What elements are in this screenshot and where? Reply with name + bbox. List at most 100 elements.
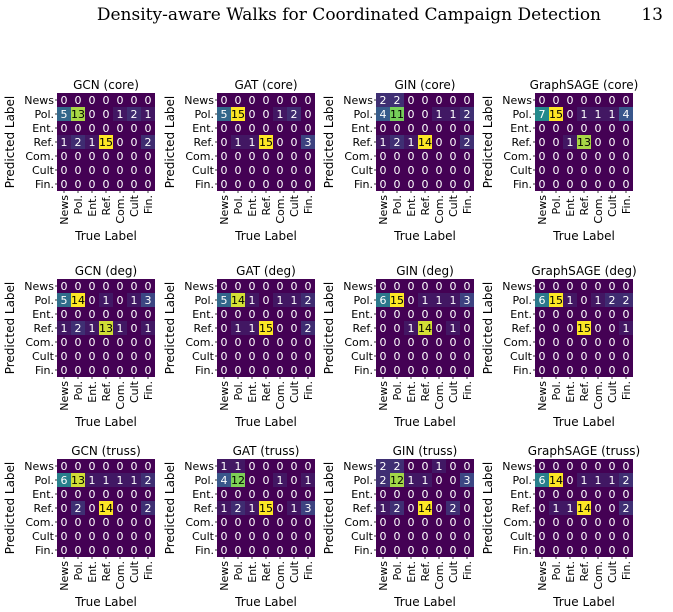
cell-value: 13	[71, 474, 85, 487]
matrix-cell	[71, 349, 85, 363]
matrix-cell	[141, 529, 155, 543]
cell-value: 0	[89, 336, 96, 349]
x-tick-label: Com.	[592, 381, 605, 410]
matrix-cell	[563, 293, 577, 307]
matrix-cell	[85, 279, 99, 293]
matrix-cell	[432, 363, 446, 377]
cell-value: 0	[221, 308, 228, 321]
panel-title: GraphSAGE (truss)	[528, 444, 640, 458]
matrix-cell	[113, 293, 127, 307]
matrix-cell	[563, 93, 577, 107]
matrix-cell	[549, 321, 563, 335]
matrix-cell	[141, 149, 155, 163]
matrix-cell	[231, 177, 245, 191]
y-tick-label: Cult	[351, 530, 374, 543]
cell-value: 1	[61, 322, 68, 335]
matrix-cell	[71, 515, 85, 529]
matrix-cell	[563, 459, 577, 473]
cell-value: 0	[623, 460, 630, 473]
cell-value: 0	[567, 364, 574, 377]
cell-value: 15	[390, 294, 404, 307]
x-tick-label: Cult	[128, 560, 141, 583]
cell-value: 0	[394, 516, 401, 529]
matrix-cell	[217, 279, 231, 293]
matrix-cell	[259, 307, 273, 321]
cell-value: 0	[277, 364, 284, 377]
y-tick-label: Cult	[510, 164, 533, 177]
matrix-cell	[535, 93, 549, 107]
matrix-cell	[549, 335, 563, 349]
cell-value: 0	[581, 336, 588, 349]
x-tick-label: Fin.	[620, 561, 633, 580]
y-tick-label: Ent.	[192, 308, 214, 321]
matrix-cell	[245, 349, 259, 363]
y-tick-label: Cult	[351, 350, 374, 363]
cell-value: 1	[89, 322, 96, 335]
matrix-cell	[113, 307, 127, 321]
matrix-cell	[245, 121, 259, 135]
y-tick-label: Pol.	[353, 108, 373, 121]
matrix-cell	[113, 363, 127, 377]
y-tick-label: News	[24, 94, 54, 107]
x-axis-label: True Label	[393, 229, 456, 243]
cell-value: 0	[581, 364, 588, 377]
x-tick-label: Ref.	[419, 561, 432, 582]
cell-value: 0	[117, 94, 124, 107]
matrix-cell	[99, 149, 113, 163]
cell-value: 0	[553, 280, 560, 293]
matrix-cell	[127, 529, 141, 543]
matrix-cell	[390, 335, 404, 349]
matrix-cell	[563, 321, 577, 335]
y-tick-label: Fin.	[513, 178, 532, 191]
matrix-cell	[376, 149, 390, 163]
cell-value: 0	[581, 164, 588, 177]
cell-value: 0	[595, 350, 602, 363]
matrix-cell	[245, 335, 259, 349]
cell-value: 0	[75, 488, 82, 501]
matrix-cell	[127, 543, 141, 557]
cell-value: 0	[567, 280, 574, 293]
cell-value: 0	[394, 336, 401, 349]
y-tick-label: Cult	[32, 164, 55, 177]
cell-value: 1	[422, 294, 429, 307]
matrix-cell	[404, 163, 418, 177]
cell-value: 0	[249, 530, 256, 543]
y-tick-label: Ent.	[351, 122, 373, 135]
matrix-cell	[71, 459, 85, 473]
x-axis-label: True Label	[74, 229, 137, 243]
matrix-cell	[432, 279, 446, 293]
cell-value: 6	[61, 474, 68, 487]
matrix-cell	[57, 163, 71, 177]
matrix-cell	[418, 307, 432, 321]
matrix-cell	[141, 515, 155, 529]
matrix-cell	[85, 163, 99, 177]
matrix-cell	[549, 107, 563, 121]
cell-value: 0	[89, 308, 96, 321]
matrix-cell	[245, 293, 259, 307]
cell-value: 1	[408, 474, 415, 487]
cell-value: 0	[131, 488, 138, 501]
matrix-cell	[563, 149, 577, 163]
panel-title: GraphSAGE (core)	[530, 78, 639, 92]
matrix-cell	[57, 149, 71, 163]
cell-value: 0	[249, 150, 256, 163]
x-tick-label: Fin.	[302, 561, 315, 580]
cell-value: 0	[277, 502, 284, 515]
cell-value: 0	[305, 280, 312, 293]
y-tick-label: Cult	[192, 164, 215, 177]
matrix-cell	[127, 279, 141, 293]
matrix-cell	[577, 177, 591, 191]
x-axis-label: True Label	[74, 595, 137, 609]
matrix-cell	[535, 335, 549, 349]
matrix-cell	[245, 149, 259, 163]
x-tick-label: Pol.	[391, 195, 404, 215]
matrix-cell	[432, 121, 446, 135]
cell-value: 0	[145, 460, 152, 473]
matrix-cell	[85, 349, 99, 363]
confusion-matrix-panel: GAT (deg)0 0 0 0 0 0 05 14 1 0 1 1 20 0 0 0 0 0 00 1 1 15 0 0 20…	[163, 264, 315, 429]
cell-value: 0	[539, 488, 546, 501]
cell-value: 0	[235, 350, 242, 363]
matrix-cell	[446, 335, 460, 349]
matrix-cell	[301, 321, 315, 335]
cell-value: 5	[221, 108, 228, 121]
